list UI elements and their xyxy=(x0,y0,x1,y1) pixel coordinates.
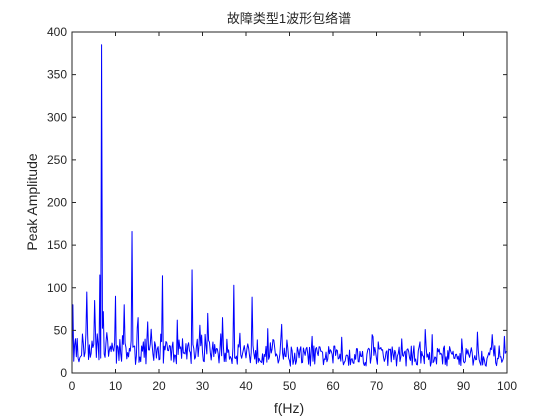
plot-area xyxy=(72,32,507,373)
series-layer xyxy=(71,44,508,367)
y-tick-label: 50 xyxy=(54,323,68,337)
chart-title: 故障类型1波形包络谱 xyxy=(227,11,351,26)
spectrum-line xyxy=(71,44,508,367)
x-tick-label: 90 xyxy=(457,379,471,393)
x-axis-label: f(Hz) xyxy=(274,400,304,416)
x-tick-label: 30 xyxy=(196,379,210,393)
y-tick-label: 200 xyxy=(47,196,67,210)
axes-box xyxy=(71,31,508,374)
y-tick-label: 400 xyxy=(47,25,67,39)
x-tick-label: 100 xyxy=(497,379,517,393)
x-tick-label: 10 xyxy=(109,379,123,393)
x-tick-label: 60 xyxy=(326,379,340,393)
y-tick-label: 250 xyxy=(47,153,67,167)
x-tick-label: 40 xyxy=(239,379,253,393)
y-tick-label: 150 xyxy=(47,238,67,252)
y-axis-label: Peak Amplitude xyxy=(24,153,40,250)
x-tick-label: 50 xyxy=(283,379,297,393)
x-tick-label: 20 xyxy=(152,379,166,393)
x-tick-label: 0 xyxy=(69,379,76,393)
x-tick-label: 80 xyxy=(413,379,427,393)
y-tick-label: 300 xyxy=(47,110,67,124)
y-tick-label: 350 xyxy=(47,68,67,82)
y-tick-label: 100 xyxy=(47,281,67,295)
x-tick-label: 70 xyxy=(370,379,384,393)
y-tick-label: 0 xyxy=(60,366,67,380)
ticks-layer: 0 10 20 30 40 50 60 70 80 90 100 0 50 100 150 200 250 300… xyxy=(47,25,517,393)
